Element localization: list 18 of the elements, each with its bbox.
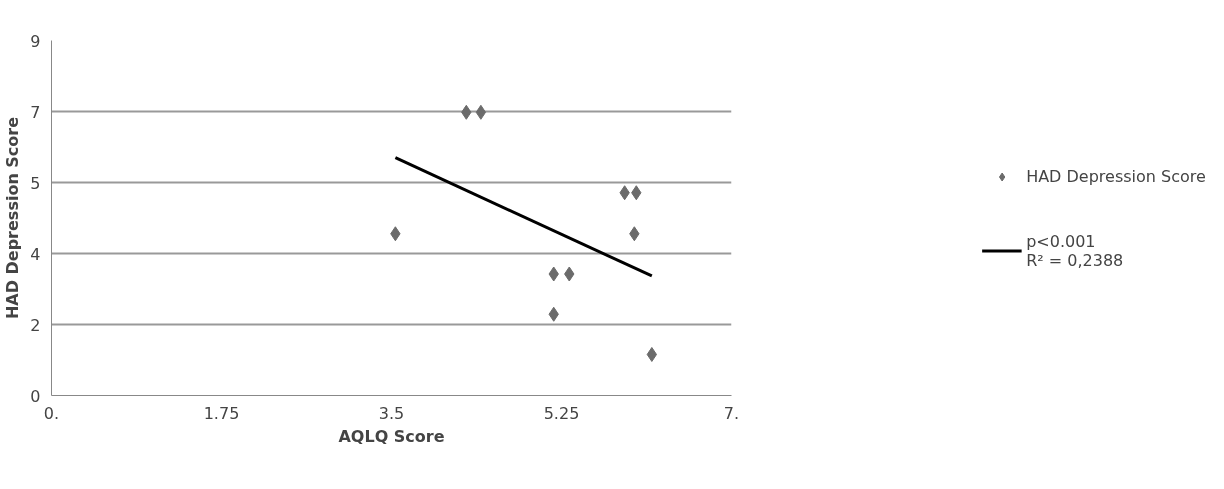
y-tick-label: 7 bbox=[30, 102, 41, 122]
x-tick-label: 1.75 bbox=[203, 403, 240, 423]
point bbox=[646, 346, 658, 362]
y-axis-title: HAD Depression Score bbox=[3, 116, 23, 320]
point bbox=[475, 104, 487, 120]
text: R² = 0,2388 bbox=[1026, 250, 1124, 269]
x-tick-label: 5.25 bbox=[543, 403, 580, 423]
x-tick-label: 3.5 bbox=[378, 403, 405, 423]
y-tick-label: 5 bbox=[30, 173, 41, 193]
x-axis-title: AQLQ Score bbox=[338, 426, 445, 446]
y-tick-label: 4 bbox=[30, 244, 41, 264]
y-tick-label: 0 bbox=[30, 386, 41, 406]
x-tick-label: 7. bbox=[723, 403, 740, 423]
legend-label: HAD Depression Score bbox=[1026, 166, 1206, 186]
y-tick-label: 9 bbox=[30, 31, 41, 51]
y-tick-label: 2 bbox=[30, 315, 41, 335]
legend-label: p<0.001 bbox=[1026, 231, 1096, 250]
x-tick-label: 0. bbox=[43, 403, 60, 423]
